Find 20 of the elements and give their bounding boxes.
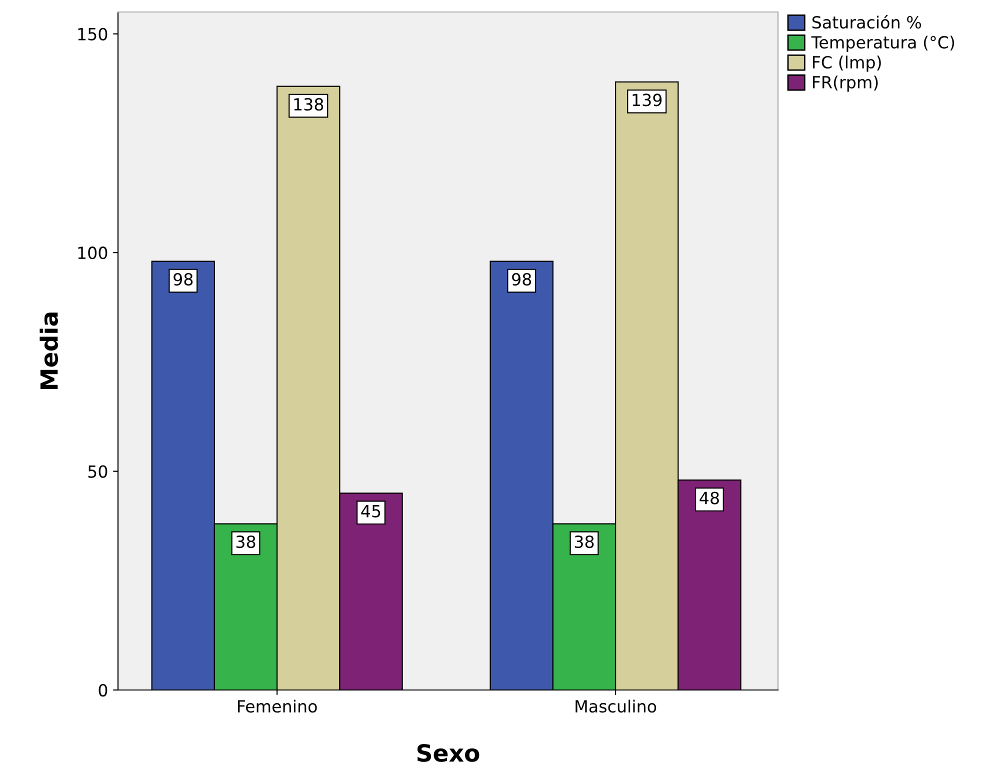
- data-label: 138: [294, 98, 324, 111]
- data-label: 98: [174, 273, 193, 286]
- data-label: 45: [361, 505, 380, 518]
- x-tick-label: Femenino: [238, 700, 317, 713]
- y-axis-title: Media: [40, 312, 58, 390]
- legend-label: Saturación %: [812, 15, 922, 29]
- data-label: 38: [574, 535, 594, 548]
- legend-label: FC (lmp): [812, 56, 881, 72]
- x-tick-label: Masculino: [576, 700, 656, 713]
- data-label: 98: [512, 273, 532, 286]
- data-label: 139: [632, 94, 662, 106]
- data-label: 48: [700, 492, 719, 504]
- y-tick-label: 150: [78, 28, 108, 40]
- legend-label: FR(rpm): [812, 76, 878, 92]
- y-tick-label: 0: [98, 684, 108, 697]
- x-axis-title: Sexo: [417, 744, 480, 762]
- legend-label: Temperatura (°C): [811, 36, 954, 52]
- data-label: 38: [236, 535, 256, 548]
- y-tick-label: 50: [88, 465, 108, 478]
- y-tick-label: 100: [78, 246, 108, 260]
